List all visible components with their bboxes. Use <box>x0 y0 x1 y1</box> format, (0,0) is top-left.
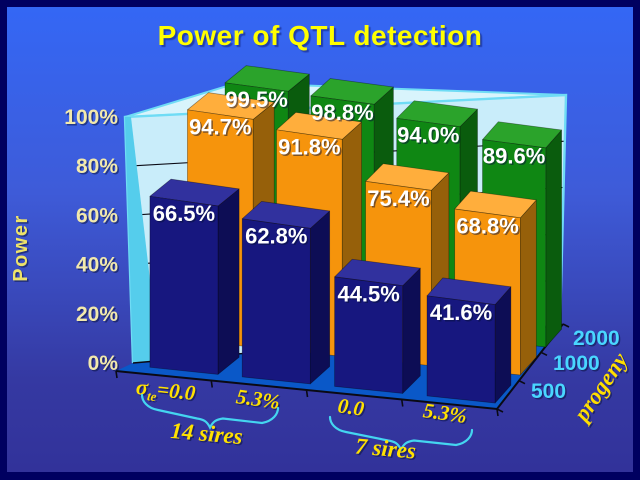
value-axis-tick-label: 60% <box>76 204 118 227</box>
value-axis-tick-label: 40% <box>77 255 119 278</box>
chart-title: Power of QTL detection <box>157 20 483 51</box>
category-axis-tick <box>400 399 404 407</box>
category-group-label: 7 sires <box>356 435 419 465</box>
depth-axis-tick <box>518 379 526 385</box>
depth-axis-tick-label: 1000 <box>553 352 600 375</box>
bar-value-label: 44.5% <box>339 283 401 308</box>
depth-axis-tick <box>496 408 504 413</box>
depth-axis-tick-label: 2000 <box>575 329 622 352</box>
bar-value-label: 62.8% <box>245 224 307 249</box>
category-axis-tick <box>305 389 309 398</box>
bar-value-label: 94.0% <box>397 122 459 147</box>
bar-top-face <box>334 258 421 287</box>
brace-7-sires <box>328 415 474 452</box>
bar-side-face <box>217 188 240 375</box>
bar-side-face <box>402 267 421 394</box>
bar-value-label: 62.8% <box>247 225 309 250</box>
bar-top-face <box>149 178 240 207</box>
value-axis-title: Power <box>12 216 34 284</box>
value-axis-tick-label: 80% <box>76 155 118 178</box>
bar-side-face <box>520 199 537 376</box>
value-axis-tick-label: 20% <box>77 304 119 327</box>
category-sublabel: σte=0.0 <box>136 376 199 410</box>
bar-value-label: 99.5% <box>227 89 289 114</box>
bar-value-label: 94.0% <box>399 124 461 149</box>
category-sublabel: σte=0.0 <box>135 374 198 408</box>
depth-axis-tick <box>540 351 548 357</box>
bar-top-face <box>482 121 562 149</box>
depth-axis-tick <box>562 323 570 328</box>
value-axis-tick-label: 100% <box>66 108 120 131</box>
bar-value-label: 41.6% <box>431 302 493 327</box>
bar-value-label: 75.4% <box>367 186 429 211</box>
bar-500-cat1 <box>241 201 331 385</box>
value-axis-tick-label: 0% <box>88 352 119 375</box>
bar-front-face <box>426 295 496 404</box>
category-axis-tick <box>115 370 118 379</box>
bar-value-label: 94.7% <box>191 116 253 141</box>
bar-side-face <box>545 129 562 348</box>
bar-top-face <box>454 190 537 219</box>
bar-top-face <box>426 277 512 305</box>
bar-value-label: 68.8% <box>458 215 520 240</box>
bar-value-label: 41.6% <box>430 300 492 325</box>
value-axis-tick-label: 60% <box>77 206 119 229</box>
depth-axis-tick-label: 500 <box>531 380 566 403</box>
brace-14-sires <box>140 393 280 430</box>
category-sublabel: 0.0 <box>338 395 368 422</box>
bar-value-label: 91.8% <box>278 135 340 160</box>
bar-top-face <box>276 112 362 140</box>
bar-value-label: 66.5% <box>153 201 215 226</box>
bar-value-label: 75.4% <box>369 187 431 212</box>
value-axis-title: Power <box>10 214 32 282</box>
bar-front-face <box>334 276 404 394</box>
value-axis-tick-label: 80% <box>77 157 119 180</box>
bar-value-label: 91.8% <box>280 136 342 161</box>
bar-value-label: 94.7% <box>189 115 251 140</box>
bar-side-face <box>309 210 331 385</box>
value-axis-tick-label: 40% <box>76 254 118 277</box>
bar-top-face <box>224 65 310 92</box>
value-axis-tick-label: 0% <box>89 354 120 377</box>
bar-value-label: 44.5% <box>337 281 399 306</box>
bar-500-cat3 <box>426 277 512 404</box>
depth-axis-tick-label: 500 <box>533 382 568 405</box>
bar-500-cat0 <box>149 178 240 375</box>
value-axis-tick-label: 100% <box>64 106 118 129</box>
depth-axis-tick-label: 1000 <box>555 354 602 377</box>
bar-front-face <box>149 195 219 375</box>
bar-value-label: 98.8% <box>311 100 373 125</box>
category-axis-tick <box>496 408 499 417</box>
depth-axis-tick-label: 2000 <box>573 327 620 350</box>
category-group-label: 7 sires <box>354 433 417 463</box>
bar-value-label: 89.6% <box>483 144 545 169</box>
category-axis-tick <box>210 380 214 388</box>
bar-front-face <box>241 218 311 385</box>
bar-value-label: 89.6% <box>484 145 546 170</box>
bar-side-face <box>494 286 512 404</box>
bar-value-label: 68.8% <box>456 213 518 238</box>
value-axis-tick-label: 20% <box>76 303 118 326</box>
bar-value-label: 66.5% <box>154 203 216 228</box>
bar-500-cat2 <box>334 258 421 394</box>
category-sublabel: 0.0 <box>336 393 366 420</box>
bar-top-face <box>310 78 394 105</box>
bar-value-label: 98.8% <box>313 102 375 127</box>
bar-value-label: 99.5% <box>225 87 287 112</box>
